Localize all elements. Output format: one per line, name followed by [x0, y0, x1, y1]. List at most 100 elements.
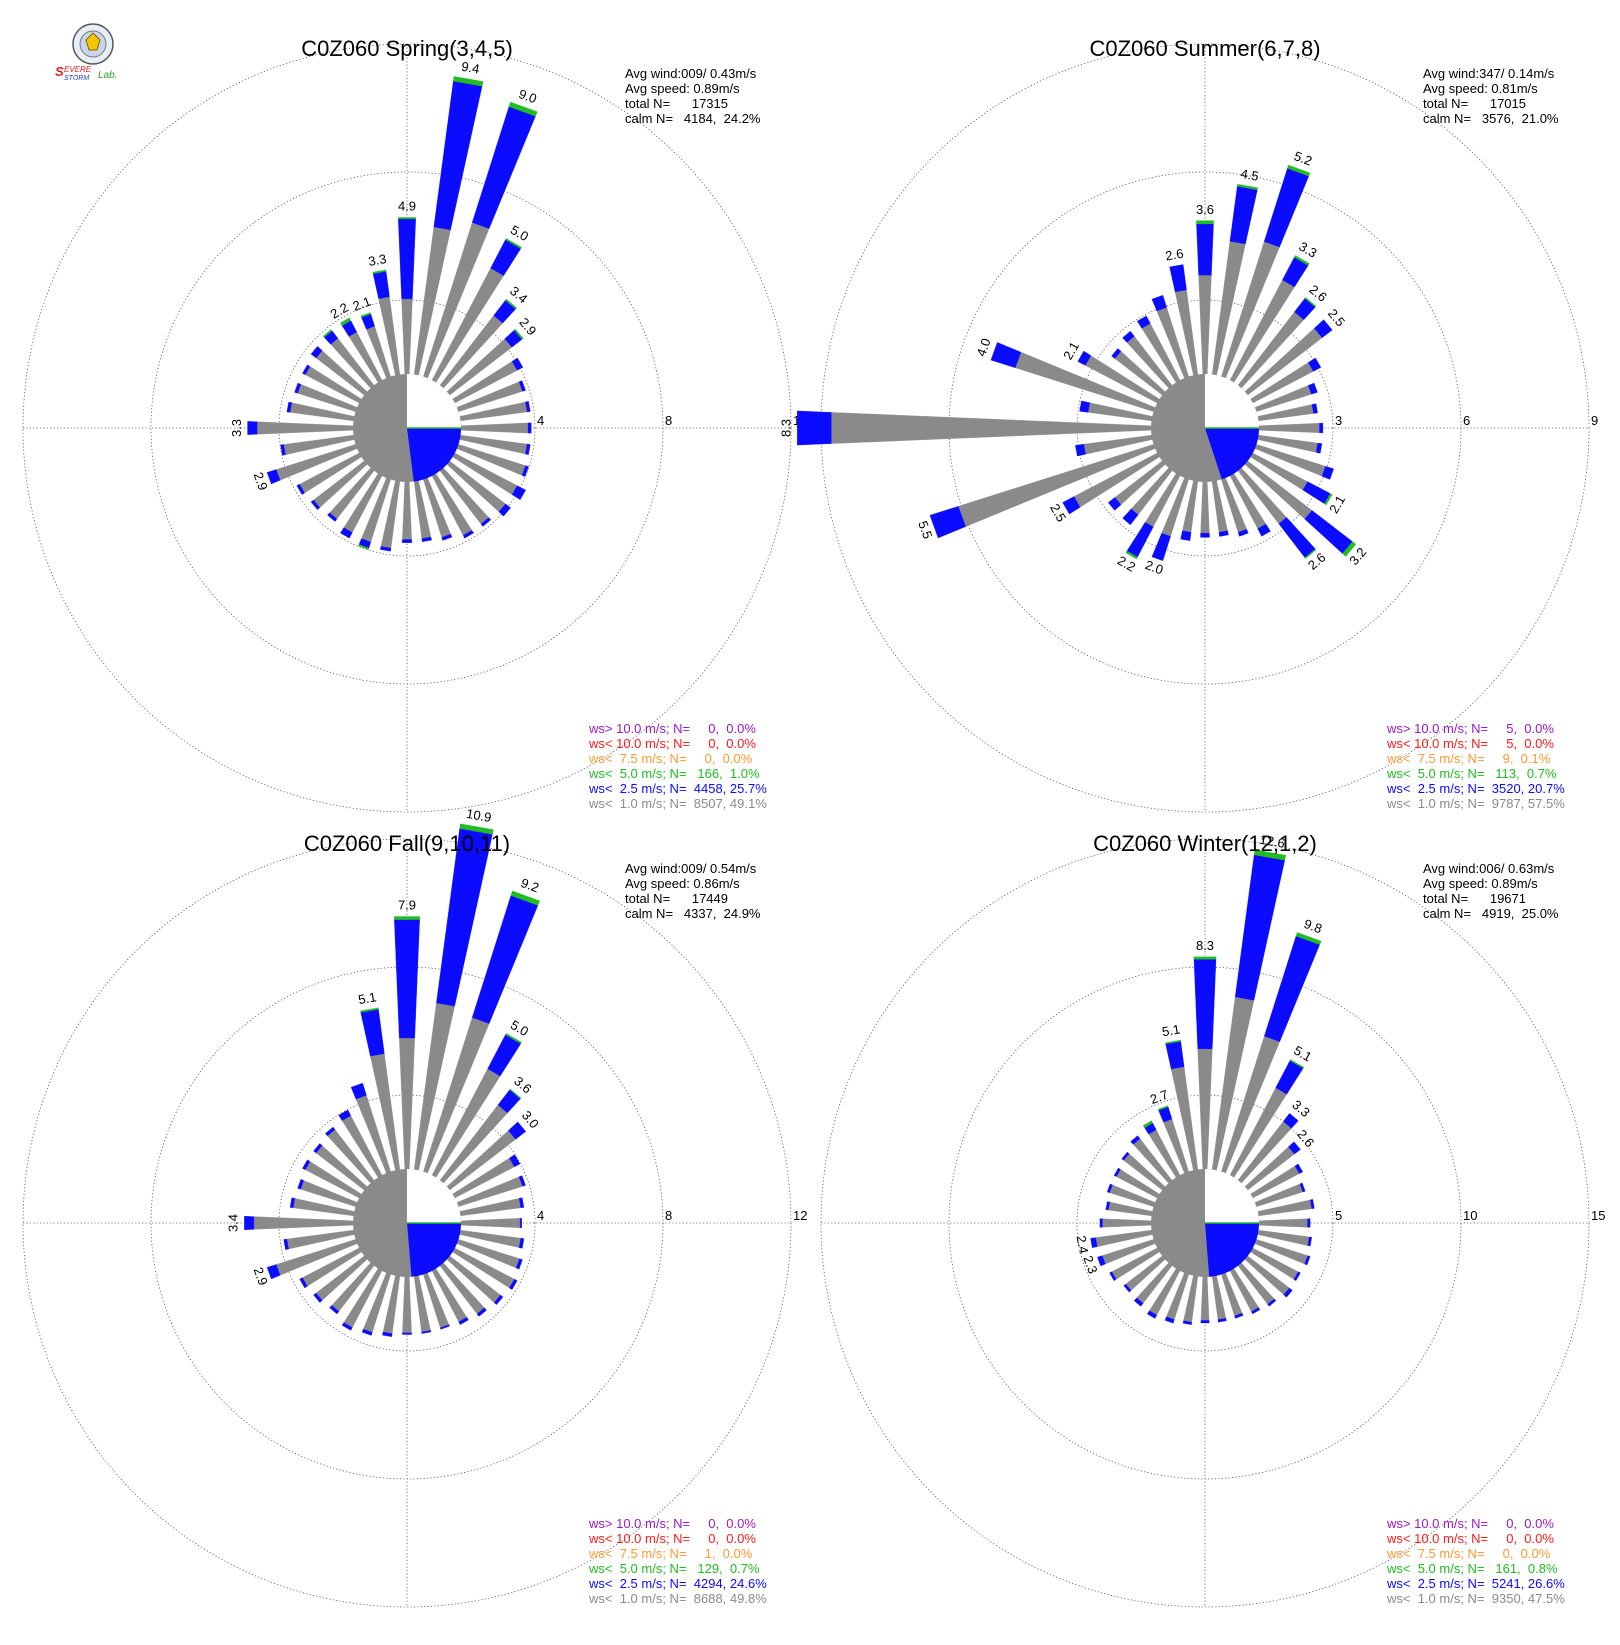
- bar-value-label: 2.1: [1060, 339, 1082, 362]
- bar-value-label: 2.0: [1143, 557, 1165, 577]
- bar-segment-lt25: [296, 483, 305, 495]
- bar-segment-lt5: [1253, 849, 1287, 861]
- bar-segment-lt25: [1133, 1297, 1144, 1307]
- legend-entry: ws< 2.5 m/s; N= 5241, 26.6%: [1386, 1576, 1565, 1591]
- legend-entry: ws< 7.5 m/s; N= 1, 0.0%: [588, 1546, 753, 1561]
- bar-segment-lt25: [313, 1143, 323, 1154]
- bar-segment-lt25: [1077, 350, 1092, 366]
- legend-entry: ws< 7.5 m/s; N= 9, 0.1%: [1386, 751, 1551, 766]
- bar-segment-lt25: [327, 512, 338, 522]
- legend-entry: ws< 1.0 m/s; N= 9350, 47.5%: [1386, 1591, 1565, 1606]
- bar-segment-lt1: [1256, 1218, 1308, 1228]
- ring-label: 3: [1335, 413, 1342, 428]
- bar-segment-lt25: [1299, 1182, 1306, 1193]
- bar-segment-lt25: [472, 106, 536, 229]
- bar-value-label: 2.3: [1080, 1254, 1100, 1276]
- bar-segment-lt25: [1235, 854, 1285, 1001]
- bar-segment-lt5: [453, 76, 484, 87]
- bar-segment-lt25: [476, 1307, 487, 1317]
- wind-rose-panel: 5 10 158.312.69.85.13.32.62.32.42.75.1C0Z0…: [820, 831, 1605, 1608]
- bar-segment-lt25: [402, 1332, 412, 1335]
- bar-segment-lt5: [510, 890, 540, 906]
- bar-segment-lt25: [280, 444, 286, 456]
- bar-segment-lt25: [1151, 294, 1167, 312]
- bar-value-label: 9.2: [519, 875, 541, 895]
- logo-text-lab: Lab.: [98, 70, 117, 81]
- bar-value-label: 2.9: [251, 1265, 271, 1287]
- bar-value-label: 4.9: [398, 199, 416, 214]
- bar-segment-lt25: [1251, 1307, 1261, 1315]
- ring-label: 8: [665, 413, 672, 428]
- calm-disc-quadrant-ne: [407, 374, 461, 428]
- bar-segment-lt1: [1200, 1274, 1210, 1321]
- bar-segment-lt25: [313, 1292, 323, 1303]
- bar-segment-lt25: [1097, 1255, 1106, 1267]
- bar-segment-lt25: [372, 271, 390, 299]
- bar-segment-lt5: [1125, 550, 1138, 560]
- logo-text-storm: STORM: [64, 75, 89, 82]
- bar-segment-lt25: [350, 1082, 367, 1100]
- bar-segment-lt25: [472, 895, 539, 1024]
- bar-segment-lt25: [525, 401, 531, 413]
- bar-segment-lt25: [929, 506, 966, 539]
- bar-segment-lt5: [514, 328, 524, 340]
- bar-segment-lt25: [1062, 496, 1081, 515]
- bar-segment-lt5: [1142, 1120, 1153, 1128]
- stats-line: Avg wind:009/ 0.54m/s: [625, 861, 757, 876]
- calm-disc-quadrant-ne: [1205, 1169, 1259, 1223]
- bar-segment-lt25: [462, 530, 474, 539]
- calm-disc-calm-sector: [407, 428, 461, 482]
- panel-title: C0Z060 Spring(3,4,5): [301, 36, 513, 61]
- bar-segment-lt25: [382, 1331, 393, 1337]
- bar-segment-lt25: [1079, 400, 1090, 413]
- bar-segment-lt1: [402, 479, 412, 540]
- bar-segment-lt1: [401, 298, 413, 377]
- bar-segment-lt25: [441, 533, 453, 541]
- bar-segment-lt5: [1193, 956, 1217, 960]
- ring-label: 12: [793, 1208, 807, 1223]
- legend-entry: ws< 5.0 m/s; N= 161, 0.8%: [1386, 1561, 1558, 1576]
- bar-segment-lt25: [487, 1034, 522, 1077]
- bar-segment-lt25: [1304, 1255, 1311, 1266]
- bar-segment-lt25: [518, 1175, 526, 1187]
- bar-value-label: 3.3: [1296, 239, 1319, 261]
- bar-segment-lt25: [1122, 508, 1139, 526]
- bar-value-label: 8.3: [778, 419, 793, 437]
- bar-segment-lt25: [1169, 264, 1187, 293]
- bar-segment-lt1: [458, 422, 529, 434]
- bar-segment-lt25: [511, 485, 526, 501]
- bar-value-label: 12.6: [1259, 832, 1287, 851]
- bar-value-label: 2.9: [251, 470, 271, 492]
- bar-segment-lt25: [398, 218, 416, 300]
- bar-segment-lt25: [1109, 1271, 1117, 1281]
- bar-segment-lt25: [1311, 403, 1318, 414]
- bar-segment-lt25: [1283, 1113, 1299, 1129]
- bar-segment-lt25: [1182, 1320, 1192, 1325]
- bar-segment-lt25: [1234, 1312, 1244, 1319]
- bar-segment-lt25: [1123, 1283, 1132, 1293]
- bar-segment-lt25: [1217, 1318, 1227, 1323]
- bar-segment-lt25: [325, 1126, 336, 1137]
- bar-segment-lt25: [341, 1322, 353, 1331]
- bar-segment-lt25: [1099, 1218, 1103, 1228]
- bar-value-label: 4.0: [973, 336, 993, 358]
- bar-segment-lt5: [505, 298, 517, 310]
- bar-value-label: 2.7: [1148, 1087, 1170, 1107]
- legend-entry: ws< 5.0 m/s; N= 113, 0.7%: [1386, 766, 1557, 781]
- ring-label: 4: [537, 1208, 544, 1223]
- bar-segment-lt25: [1257, 523, 1271, 537]
- legend-entry: ws< 1.0 m/s; N= 9787, 57.5%: [1386, 796, 1565, 811]
- panel-title: C0Z060 Summer(6,7,8): [1089, 36, 1320, 61]
- stats-line: total N= 19671: [1423, 891, 1526, 906]
- panel-title: C0Z060 Fall(9,10,11): [304, 831, 510, 856]
- bar-segment-lt25: [1307, 1218, 1311, 1228]
- bar-segment-lt25: [518, 380, 526, 392]
- bar-segment-lt25: [511, 357, 524, 371]
- bar-segment-lt25: [294, 382, 302, 394]
- legend-entry: ws> 10.0 m/s; N= 5, 0.0%: [1386, 721, 1554, 736]
- bar-segment-lt25: [1193, 959, 1217, 1049]
- bar-segment-lt25: [402, 539, 412, 543]
- ring-label: 5: [1335, 1208, 1342, 1223]
- bar-value-label: 3.6: [1196, 202, 1214, 217]
- legend-entry: ws< 1.0 m/s; N= 8688, 49.8%: [588, 1591, 767, 1606]
